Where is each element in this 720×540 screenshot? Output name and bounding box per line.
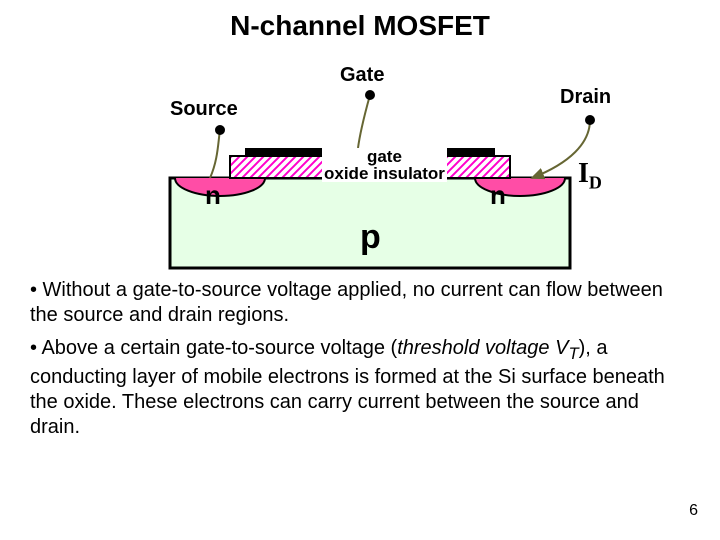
label-id: ID — [578, 158, 602, 194]
label-oxide: gate oxide insulator — [322, 148, 447, 182]
page-number: 6 — [689, 502, 698, 520]
label-drain: Drain — [560, 86, 611, 109]
bullet-2-sub: T — [568, 344, 578, 363]
drain-terminal-dot — [585, 115, 595, 125]
bullet-2-a: • Above a certain gate-to-source voltage… — [30, 337, 397, 359]
label-n-left: n — [205, 180, 221, 211]
label-oxide-line2: oxide insulator — [324, 164, 445, 183]
wire-source — [210, 130, 220, 178]
page-title: N-channel MOSFET — [0, 0, 720, 42]
bullet-2: • Above a certain gate-to-source voltage… — [0, 336, 720, 448]
label-n-right: n — [490, 180, 506, 211]
label-p: p — [360, 218, 381, 257]
wire-gate — [358, 95, 370, 148]
source-terminal-dot — [215, 125, 225, 135]
bullet-1-text: • Without a gate-to-source voltage appli… — [30, 279, 663, 326]
bullet-1: • Without a gate-to-source voltage appli… — [0, 278, 720, 336]
label-id-base: I — [578, 158, 589, 189]
label-id-sub: D — [589, 173, 602, 193]
mosfet-diagram: Gate Source Drain gate oxide insulator n… — [100, 48, 620, 278]
bullet-2-b: threshold voltage V — [397, 337, 568, 359]
title-text: N-channel MOSFET — [230, 10, 490, 41]
gate-terminal-dot — [365, 90, 375, 100]
label-source: Source — [170, 98, 238, 121]
label-gate: Gate — [340, 64, 384, 87]
